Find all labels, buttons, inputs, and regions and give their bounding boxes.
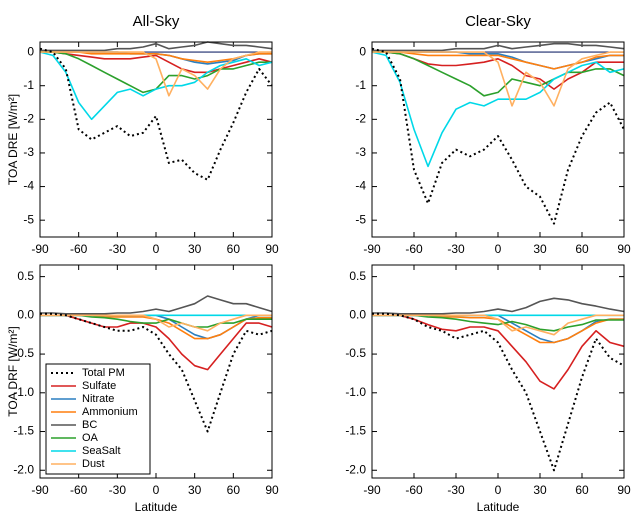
x-tick-label: 0 (495, 242, 502, 256)
y-tick-label: -2 (355, 111, 366, 125)
series-line (372, 51, 624, 70)
series-line (40, 314, 273, 371)
legend-label: Sulfate (82, 380, 116, 392)
y-tick-label: 0 (27, 44, 34, 58)
x-tick-label: -90 (363, 483, 381, 497)
y-tick-label: 0.0 (349, 308, 366, 322)
y-tick-label: -1 (355, 78, 366, 92)
y-tick-label: -2 (23, 111, 34, 125)
series-line (372, 42, 625, 52)
y-tick-label: -3 (355, 145, 366, 159)
x-tick-label: 0 (495, 483, 502, 497)
x-tick-label: 60 (575, 242, 589, 256)
x-axis-label: Latitude (135, 500, 178, 514)
y-tick-label: -1.5 (345, 424, 366, 438)
series-line (372, 312, 625, 472)
series-line (40, 51, 272, 97)
plot-frame (371, 41, 625, 238)
y-tick-label: 0.5 (17, 269, 34, 283)
y-tick-label: -3 (23, 145, 34, 159)
series-line (372, 314, 624, 336)
series-line (39, 47, 273, 181)
series-line (40, 41, 273, 52)
legend-label: BC (82, 419, 97, 431)
y-tick-label: -5 (355, 212, 366, 226)
x-tick-label: -30 (109, 242, 127, 256)
x-tick-label: -60 (405, 242, 423, 256)
panel-title: All-Sky (133, 13, 180, 30)
y-tick-label: -1.0 (13, 385, 34, 399)
series-line (372, 51, 625, 97)
y-tick-label: -2.0 (13, 462, 34, 476)
plot-frame (39, 41, 273, 238)
legend-label: Ammonium (82, 406, 138, 418)
series-line (40, 312, 273, 433)
legend-label: SeaSalt (82, 445, 121, 457)
y-tick-label: -4 (355, 179, 366, 193)
x-tick-label: -60 (70, 242, 88, 256)
x-tick-label: 30 (188, 242, 202, 256)
y-tick-label: -1.0 (345, 385, 366, 399)
y-tick-label: -0.5 (345, 346, 366, 360)
series-line (39, 51, 273, 121)
x-axis-label: Latitude (477, 500, 520, 514)
x-tick-label: 0 (153, 483, 160, 497)
x-tick-label: -30 (447, 483, 465, 497)
x-tick-label: -90 (31, 483, 49, 497)
legend-label: OA (82, 432, 99, 444)
y-tick-label: 0 (359, 44, 366, 58)
x-tick-label: 30 (533, 242, 547, 256)
panel-title: Clear-Sky (465, 13, 531, 30)
legend-label: Dust (82, 458, 105, 470)
y-tick-label: -1.5 (13, 424, 34, 438)
series-line (40, 51, 273, 74)
x-tick-label: 60 (575, 483, 589, 497)
y-tick-label: -4 (23, 179, 34, 193)
x-tick-label: 0 (153, 242, 160, 256)
series-line (372, 297, 625, 315)
series-line (40, 314, 272, 332)
x-tick-label: -90 (363, 242, 381, 256)
x-tick-label: 90 (265, 242, 279, 256)
series-line (372, 314, 625, 390)
series-line (372, 51, 624, 107)
y-tick-label: -0.5 (13, 346, 34, 360)
x-tick-label: -60 (70, 483, 88, 497)
legend-box (45, 363, 151, 475)
legend-label: Nitrate (82, 393, 114, 405)
y-tick-label: -2.0 (345, 462, 366, 476)
plot-frame (371, 264, 625, 479)
series-line (371, 51, 625, 168)
x-tick-label: 90 (617, 242, 631, 256)
x-tick-label: 30 (533, 483, 547, 497)
x-tick-label: 90 (617, 483, 631, 497)
y-tick-label: 0.5 (349, 269, 366, 283)
x-tick-label: -60 (405, 483, 423, 497)
y-axis-label: TOA DRE [W/m²] (6, 94, 20, 185)
series-line (371, 47, 625, 225)
legend-label: Total PM (82, 367, 125, 379)
x-tick-label: -90 (31, 242, 49, 256)
y-tick-label: -1 (23, 78, 34, 92)
plot-frame (39, 264, 273, 479)
series-line (40, 295, 273, 315)
x-tick-label: -30 (109, 483, 127, 497)
x-tick-label: -30 (447, 242, 465, 256)
y-axis-label: TOA DRF [W/m²] (6, 326, 20, 416)
y-tick-label: -5 (23, 212, 34, 226)
y-tick-label: 0.0 (17, 308, 34, 322)
x-tick-label: 30 (188, 483, 202, 497)
x-tick-label: 60 (227, 242, 241, 256)
x-tick-label: 90 (265, 483, 279, 497)
x-tick-label: 60 (227, 483, 241, 497)
